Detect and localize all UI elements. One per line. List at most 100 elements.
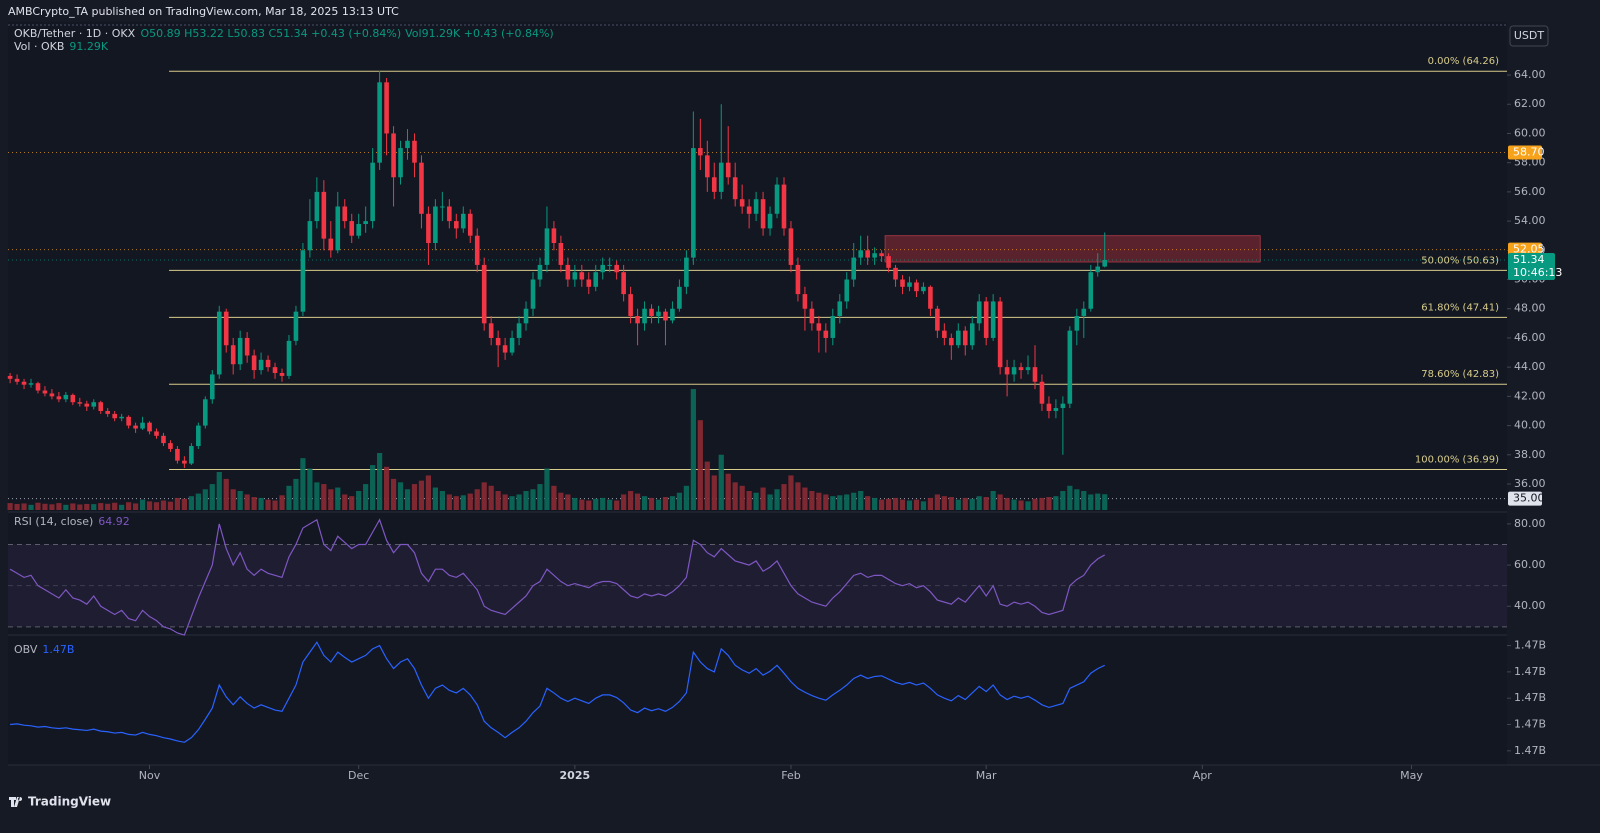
candle-body xyxy=(502,345,508,353)
candle-body xyxy=(1046,403,1052,411)
candle-body xyxy=(384,82,389,134)
volume-bar xyxy=(516,494,522,510)
candle-body xyxy=(21,381,27,385)
candle-body xyxy=(983,301,989,338)
candle-body xyxy=(70,394,76,403)
candle-body xyxy=(579,272,585,280)
volume-bar xyxy=(865,496,871,510)
price-marker xyxy=(1508,145,1542,160)
volume-bar xyxy=(851,492,857,510)
volume-bar xyxy=(662,497,669,510)
candle-body xyxy=(663,311,668,321)
volume-bar xyxy=(272,500,278,510)
footer-logo xyxy=(9,797,23,807)
candle-body xyxy=(649,308,654,317)
candle-body xyxy=(293,311,299,341)
rsi-title: RSI (14, close) xyxy=(14,515,93,528)
volume-bar xyxy=(70,503,76,510)
volume-bar xyxy=(558,492,564,510)
currency[interactable]: USDT xyxy=(1514,29,1545,42)
rsi-band xyxy=(8,544,1507,627)
volume-bar xyxy=(913,499,920,510)
volume-bar xyxy=(265,499,271,510)
volume-bar xyxy=(139,499,146,510)
volume-bar xyxy=(969,498,975,510)
rsi-line xyxy=(9,518,1106,636)
volume-bar xyxy=(753,492,759,510)
volume-bar xyxy=(711,475,717,510)
candle-body xyxy=(1074,316,1080,331)
candle-body xyxy=(621,272,626,295)
y-tick-label: 1.47B xyxy=(1514,691,1546,704)
candle-body xyxy=(879,253,884,257)
candle-body xyxy=(809,308,815,324)
volume-bar xyxy=(42,503,48,510)
volume-bar xyxy=(153,502,160,510)
candle-body xyxy=(42,390,48,394)
candle-body xyxy=(1018,367,1024,371)
volume-bar xyxy=(390,478,397,510)
candle-body xyxy=(433,206,438,244)
volume-value: 91.29K xyxy=(69,40,108,53)
obv-value: 1.47B xyxy=(42,643,74,656)
volume-bar xyxy=(209,484,215,510)
volume-bar xyxy=(314,482,320,510)
volume-bar xyxy=(565,494,571,510)
candle-body xyxy=(419,162,424,214)
fib-label: 100.00% (36.99) xyxy=(1415,455,1499,466)
y-tick-label: 56.00 xyxy=(1514,185,1546,198)
candle-body xyxy=(544,228,550,265)
candle-body xyxy=(481,264,487,324)
volume-bar xyxy=(1081,490,1087,510)
x-tick-label: Dec xyxy=(348,769,369,782)
volume-bar xyxy=(690,389,696,510)
candle-body xyxy=(391,133,396,178)
volume-bar xyxy=(460,495,466,510)
volume-bar xyxy=(383,466,390,510)
volume-bar xyxy=(1088,494,1094,510)
volume-bar xyxy=(941,496,947,510)
volume-bar xyxy=(202,489,208,510)
volume-bar xyxy=(830,496,836,510)
volume-bar xyxy=(195,493,201,510)
volume-bar xyxy=(174,497,181,510)
y-tick-label: 60.00 xyxy=(1514,126,1546,139)
candle-body xyxy=(1102,259,1108,267)
volume-bar xyxy=(523,490,529,510)
volume-bar xyxy=(844,494,850,510)
volume-bar xyxy=(77,504,83,510)
candle-body xyxy=(955,330,961,346)
candle-body xyxy=(328,238,334,251)
candle-body xyxy=(586,279,592,287)
volume-bar xyxy=(1060,490,1066,510)
candle-body xyxy=(600,264,606,273)
currency-button[interactable] xyxy=(1509,25,1549,47)
candle-body xyxy=(244,337,250,356)
candle-body xyxy=(969,323,975,346)
x-tick-label: Mar xyxy=(976,769,997,782)
candle-body xyxy=(628,294,633,317)
candle-body xyxy=(335,206,341,251)
volume-bar xyxy=(1004,497,1010,510)
obv-line xyxy=(10,641,1105,743)
candle-body xyxy=(363,221,368,225)
volume-bar xyxy=(1102,494,1108,510)
volume-bar xyxy=(404,489,411,510)
volume-bar xyxy=(739,485,745,510)
volume-bar xyxy=(411,484,418,510)
plot-area xyxy=(8,22,1507,765)
volume-bar xyxy=(997,494,1003,510)
volume-bar xyxy=(84,503,90,510)
volume-bar xyxy=(7,503,13,510)
x-tick-label: Feb xyxy=(781,769,800,782)
volume-bar xyxy=(467,493,473,510)
x-tick-label: 2025 xyxy=(560,769,591,782)
candle-body xyxy=(921,286,926,292)
volume-bar xyxy=(1025,501,1031,510)
volume-bar xyxy=(432,487,438,510)
volume-bar xyxy=(363,484,369,510)
candle-body xyxy=(691,148,696,258)
candle-body xyxy=(942,330,947,338)
candle-body xyxy=(670,308,675,321)
y-tick-label: 36.00 xyxy=(1514,477,1546,490)
